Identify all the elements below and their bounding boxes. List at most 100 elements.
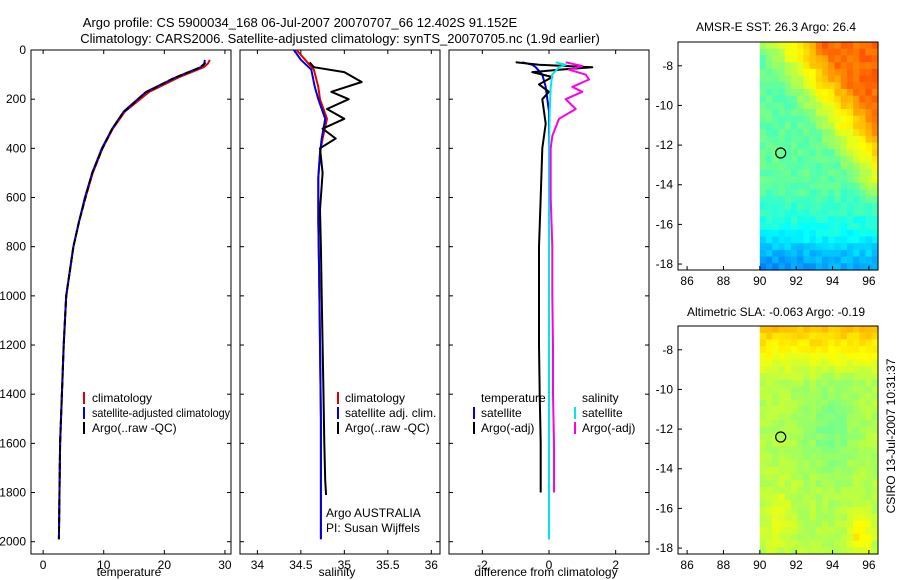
sst-heatmap-cell: [772, 223, 780, 231]
sla-heatmap-cell: [846, 346, 854, 354]
sla-heatmap-cell: [834, 359, 842, 367]
sla-heatmap-cell: [840, 426, 848, 434]
sla-heatmap-cell: [766, 419, 773, 428]
sst-heatmap-cell: [803, 223, 811, 231]
temp-ytick-label: 600: [6, 191, 26, 205]
sst-heatmap-cell: [803, 95, 811, 103]
sla-heatmap-cell: [871, 460, 879, 468]
sla-heatmap-cell: [759, 413, 767, 421]
sla-heatmap-cell: [822, 440, 829, 448]
sla-heatmap-cell: [809, 527, 817, 535]
sst-heatmap-cell: [834, 202, 842, 211]
sla-heatmap-cell: [840, 520, 848, 528]
sst-heatmap-cell: [772, 142, 780, 150]
sst-heatmap-cell: [871, 156, 879, 164]
sst-heatmap-cell: [759, 68, 767, 77]
sst-heatmap-cell: [846, 256, 854, 264]
sla-heatmap-cell: [840, 547, 848, 555]
sst-heatmap-cell: [790, 62, 798, 70]
sst-heatmap-cell: [784, 243, 792, 251]
sst-heatmap-cell: [803, 236, 811, 244]
diff-xtick-label: -2: [477, 558, 488, 572]
sst-heatmap-cell: [797, 189, 804, 197]
sla-heatmap-cell: [828, 453, 836, 461]
sst-heatmap-cell: [815, 216, 823, 224]
sla-heatmap-cell: [790, 507, 798, 515]
legend-label-satellite: satellite adj. clim.: [345, 406, 436, 420]
sst-heatmap-cell: [784, 236, 792, 244]
sla-heatmap-cell: [853, 453, 860, 461]
sla-heatmap-cell: [766, 540, 773, 548]
sla-heatmap-cell: [759, 513, 767, 522]
sst-xtick-label: 94: [826, 274, 840, 288]
sla-heatmap-cell: [859, 433, 867, 441]
sst-heatmap-cell: [759, 149, 767, 157]
sst-heatmap-cell: [766, 189, 773, 197]
sst-heatmap-cell: [859, 209, 867, 217]
sla-heatmap-cell: [834, 493, 842, 501]
sst-heatmap-cell: [790, 249, 798, 258]
sst-heatmap-cell: [772, 82, 780, 90]
sla-heatmap-cell: [809, 460, 817, 468]
sst-heatmap-cell: [853, 169, 860, 177]
sst-heatmap-cell: [784, 229, 792, 238]
sla-heatmap-cell: [797, 453, 804, 461]
sla-heatmap-cell: [822, 520, 829, 528]
sla-heatmap-cell: [784, 413, 792, 421]
sla-heatmap-cell: [766, 460, 773, 468]
diff-series-salinity-argo-adj: [549, 61, 590, 493]
sla-heatmap-cell: [766, 426, 773, 434]
credit-line-2: PI: Susan Wijffels: [326, 521, 420, 535]
sst-heatmap-cell: [840, 48, 848, 57]
sst-heatmap-cell: [766, 129, 773, 137]
sla-heatmap-cell: [766, 339, 773, 347]
sla-heatmap-cell: [865, 379, 873, 387]
sst-heatmap-cell: [797, 48, 804, 57]
sst-heatmap-cell: [784, 189, 792, 197]
sst-xtick-label: 90: [753, 274, 767, 288]
sst-heatmap-cell: [778, 62, 786, 70]
sst-heatmap-cell: [859, 176, 867, 184]
sst-heatmap-cell: [797, 122, 804, 130]
sst-heatmap-cell: [778, 75, 786, 83]
sst-heatmap-cell: [809, 42, 817, 50]
sla-heatmap-cell: [815, 507, 823, 515]
sla-heatmap-cell: [853, 520, 860, 528]
sla-heatmap-cell: [784, 399, 792, 408]
sla-heatmap-cell: [803, 440, 811, 448]
sla-heatmap-cell: [815, 352, 823, 361]
sst-heatmap-cell: [797, 156, 804, 164]
sst-heatmap-cell: [822, 55, 829, 63]
sla-heatmap-cell: [865, 332, 873, 341]
sst-heatmap-cell: [834, 135, 842, 144]
sst-heatmap-cell: [797, 75, 804, 83]
sst-heatmap-cell: [803, 102, 811, 110]
legend-label-climatology: climatology: [92, 391, 152, 405]
sst-heatmap-cell: [809, 209, 817, 217]
sst-heatmap-cell: [759, 95, 767, 103]
sla-heatmap-cell: [772, 486, 780, 495]
sst-heatmap-cell: [853, 182, 860, 191]
sla-heatmap-cell: [766, 440, 773, 448]
sla-heatmap-cell: [766, 406, 773, 414]
sla-heatmap-cell: [759, 326, 767, 334]
sst-heatmap-cell: [772, 55, 780, 63]
sst-heatmap-cell: [759, 223, 767, 231]
sst-heatmap-cell: [815, 156, 823, 164]
sst-heatmap-cell: [766, 223, 773, 231]
sla-heatmap-cell: [853, 466, 860, 475]
sla-heatmap-cell: [809, 473, 817, 481]
sla-heatmap-cell: [859, 533, 867, 542]
sla-heatmap-cell: [840, 440, 848, 448]
sla-heatmap-cell: [828, 507, 836, 515]
sla-heatmap-cell: [784, 419, 792, 428]
sla-heatmap-cell: [790, 326, 798, 334]
sst-heatmap-cell: [828, 243, 836, 251]
sst-heatmap-cell: [759, 48, 767, 57]
sst-heatmap-cell: [853, 95, 860, 103]
sla-heatmap-cell: [815, 460, 823, 468]
sla-heatmap-cell: [803, 486, 811, 495]
sst-heatmap-cell: [822, 169, 829, 177]
sla-ytick-label: -12: [656, 422, 674, 436]
sst-heatmap-cell: [784, 95, 792, 103]
